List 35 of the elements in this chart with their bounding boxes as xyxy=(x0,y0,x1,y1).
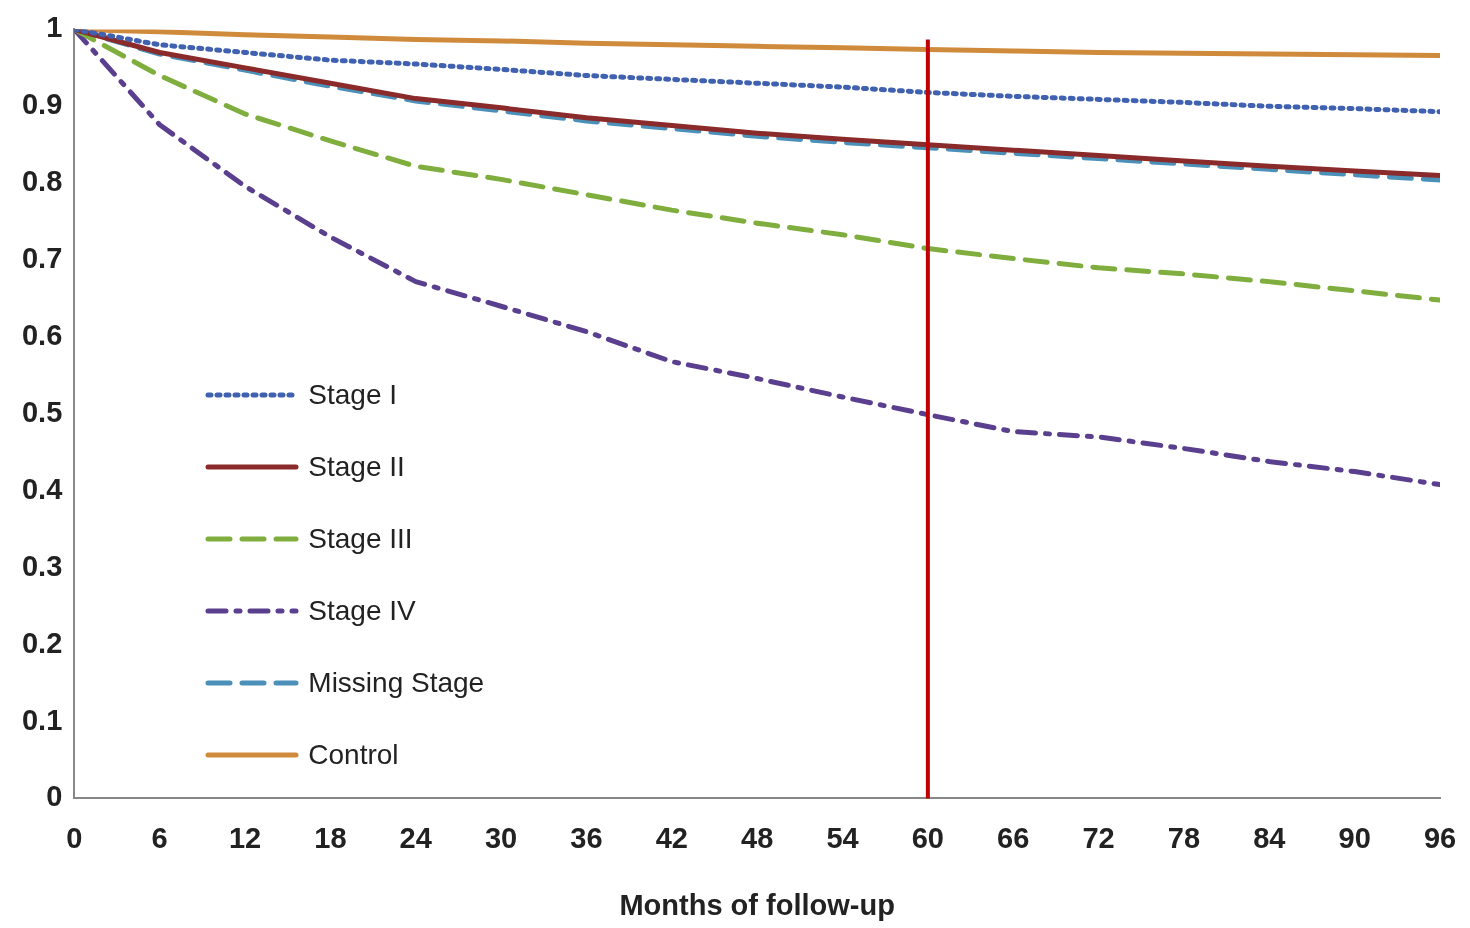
x-tick-label: 54 xyxy=(826,821,859,854)
legend-label: Missing Stage xyxy=(308,667,485,700)
y-tick-label: 1 xyxy=(46,11,63,44)
x-tick-label: 72 xyxy=(1082,821,1115,854)
x-tick-label: 24 xyxy=(399,821,432,854)
y-tick-label: 0.9 xyxy=(21,88,63,121)
x-tick-label: 42 xyxy=(655,821,688,854)
y-tick-label: 0.1 xyxy=(21,703,63,736)
y-tick-label: 0.7 xyxy=(21,242,63,275)
y-tick-label: 0.2 xyxy=(21,626,63,659)
x-tick-label: 48 xyxy=(741,821,774,854)
x-tick-label: 30 xyxy=(484,821,518,854)
x-tick-label: 12 xyxy=(228,821,262,854)
y-tick-label: 0.4 xyxy=(21,472,63,505)
x-tick-label: 60 xyxy=(911,821,944,854)
x-tick-label: 36 xyxy=(570,821,603,854)
y-tick-label: 0.3 xyxy=(21,549,63,582)
legend-label: Stage III xyxy=(308,523,413,556)
y-tick-label: 0.5 xyxy=(21,395,63,428)
x-axis-title: Months of follow-up xyxy=(619,888,895,921)
x-tick-label: 66 xyxy=(997,821,1030,854)
legend-label: Stage I xyxy=(308,379,398,412)
x-tick-label: 96 xyxy=(1423,821,1457,854)
y-tick-label: 0.8 xyxy=(21,165,63,198)
x-tick-label: 18 xyxy=(314,821,347,854)
x-tick-label: 0 xyxy=(66,821,83,854)
x-tick-label: 6 xyxy=(151,821,168,854)
y-tick-label: 0.6 xyxy=(21,319,63,351)
legend-label: Stage IV xyxy=(308,595,416,628)
y-tick-label: 0 xyxy=(46,780,63,813)
legend-label: Control xyxy=(308,739,399,772)
legend-label: Stage II xyxy=(308,451,405,484)
x-tick-label: 84 xyxy=(1253,821,1286,854)
x-tick-label: 78 xyxy=(1167,821,1201,854)
x-tick-label: 90 xyxy=(1338,821,1371,854)
